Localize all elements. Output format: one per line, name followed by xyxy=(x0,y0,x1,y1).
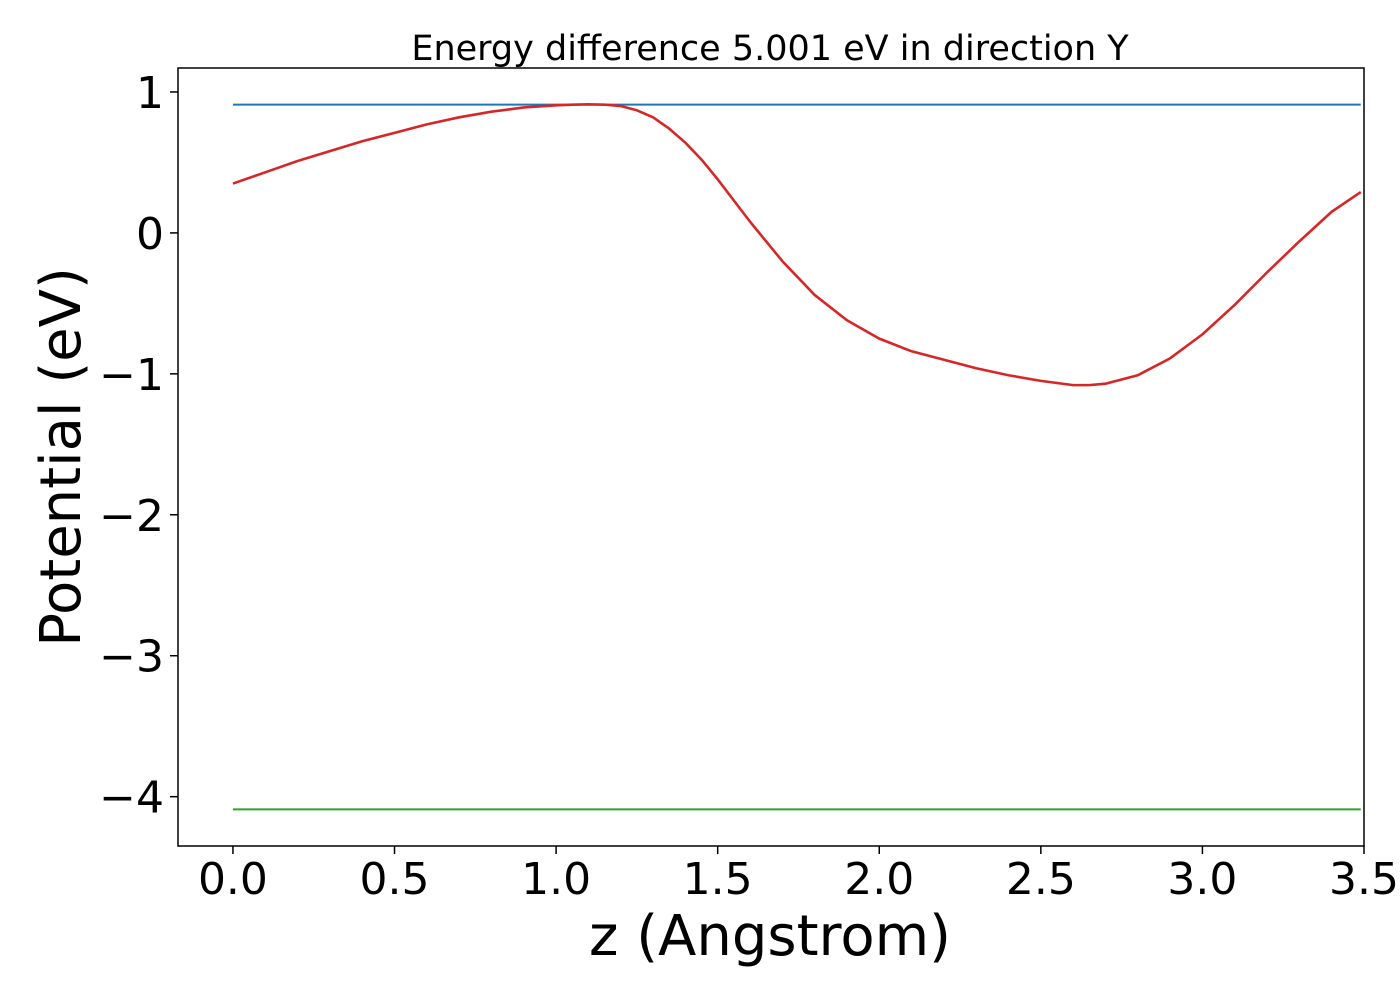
x-tick-label: 2.5 xyxy=(1006,854,1076,905)
plot-area xyxy=(232,103,1362,811)
x-tick-label: 2.0 xyxy=(844,854,914,905)
y-tick-label: −4 xyxy=(99,773,164,824)
y-axis: 1 0 −1 −2 −3 −4 xyxy=(99,68,178,824)
y-tick-label: 0 xyxy=(136,209,164,260)
series-line-3 xyxy=(232,103,1362,387)
x-tick-label: 3.5 xyxy=(1329,854,1399,905)
x-tick-label: 0.0 xyxy=(198,854,268,905)
x-axis-label: z (Angstrom) xyxy=(589,904,951,969)
x-tick-label: 3.0 xyxy=(1167,854,1237,905)
y-axis-label: Potential (eV) xyxy=(29,267,94,647)
y-tick-label: −1 xyxy=(99,350,164,401)
x-axis: 0.0 0.5 1.0 1.5 2.0 2.5 3.0 3.5 xyxy=(198,846,1399,905)
x-tick-label: 1.0 xyxy=(521,854,591,905)
chart-title: Energy difference 5.001 eV in direction … xyxy=(411,29,1129,69)
y-tick-label: −2 xyxy=(99,491,164,542)
plot-frame xyxy=(177,67,1365,847)
x-tick-label: 1.5 xyxy=(683,854,753,905)
x-tick-label: 0.5 xyxy=(360,854,430,905)
y-tick-label: 1 xyxy=(136,68,164,119)
y-tick-label: −3 xyxy=(99,632,164,683)
